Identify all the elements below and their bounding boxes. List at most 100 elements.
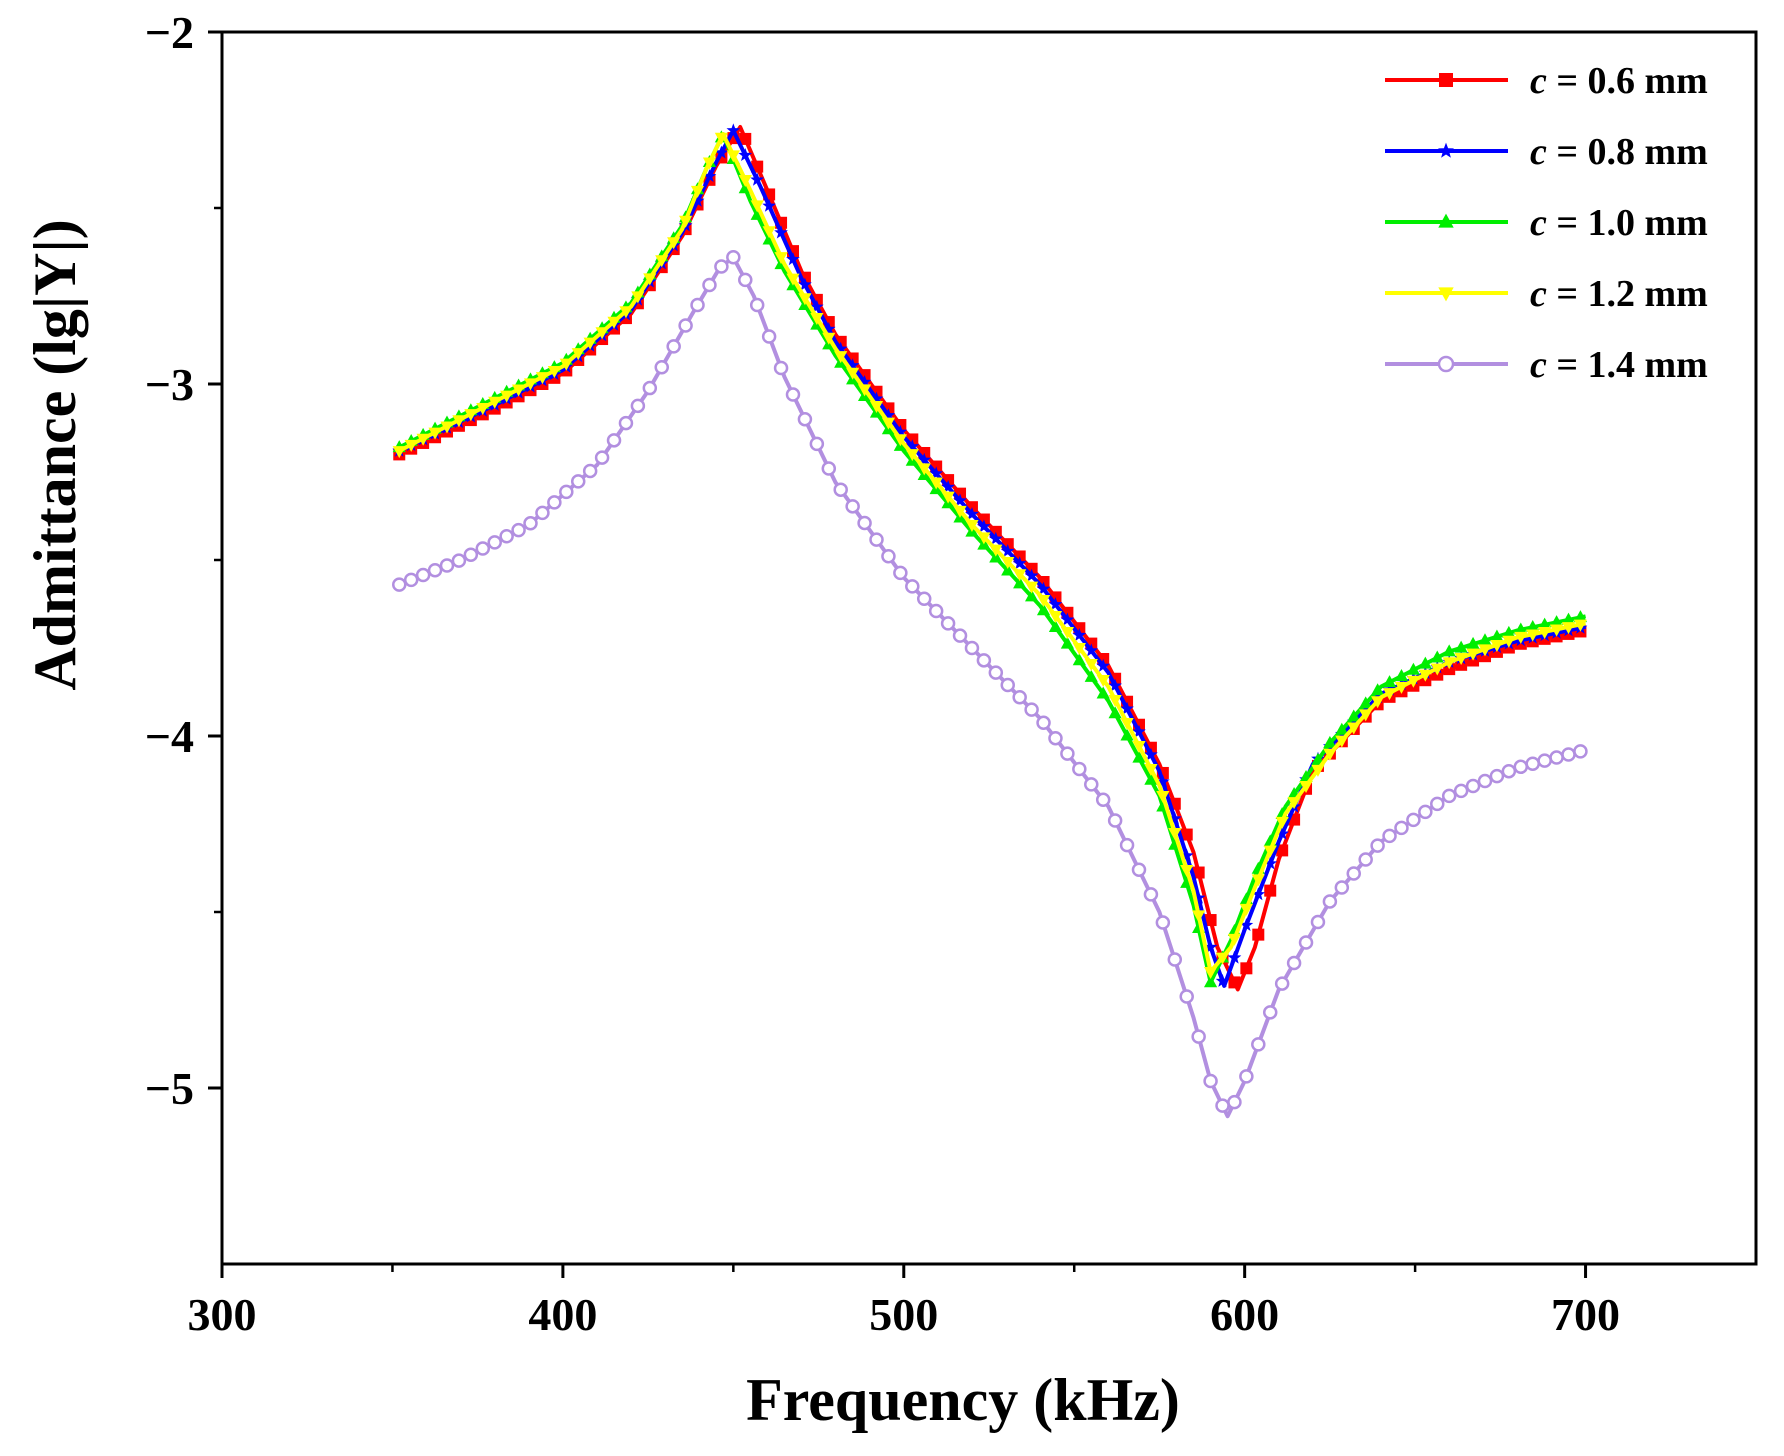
data-point — [1179, 848, 1194, 862]
data-point — [1538, 617, 1552, 630]
data-point — [1275, 816, 1289, 829]
data-point — [1013, 576, 1027, 589]
data-point — [1204, 914, 1217, 927]
data-point — [439, 558, 455, 573]
data-point — [1441, 788, 1457, 804]
data-point — [631, 291, 645, 304]
data-point — [905, 439, 920, 453]
data-point — [917, 463, 931, 476]
data-point — [1072, 628, 1087, 642]
data-point — [511, 522, 526, 538]
data-point — [1430, 796, 1445, 812]
data-point — [1478, 644, 1492, 657]
data-point — [1144, 764, 1158, 777]
data-point — [1406, 662, 1421, 675]
data-point — [1072, 653, 1086, 666]
data-point — [451, 553, 467, 568]
x-tick-label: 700 — [1551, 1289, 1620, 1340]
data-point — [1119, 837, 1135, 853]
data-point — [786, 252, 800, 266]
data-point — [1060, 746, 1075, 761]
data-point — [1120, 718, 1134, 731]
data-point — [1155, 915, 1171, 930]
x-tick-label: 300 — [188, 1289, 257, 1340]
data-point — [1096, 658, 1110, 672]
data-point — [499, 528, 514, 544]
data-point — [1418, 656, 1432, 669]
data-point — [1012, 690, 1027, 705]
data-point — [1286, 955, 1302, 971]
series-5 — [392, 250, 1588, 1119]
data-point — [1525, 756, 1540, 771]
data-point — [1228, 976, 1241, 989]
series-3 — [392, 130, 1588, 988]
data-point — [1036, 603, 1051, 616]
data-point — [1025, 581, 1039, 594]
legend-label: c = 1.4 mm — [1530, 344, 1708, 386]
data-point — [1132, 750, 1146, 763]
data-point — [1466, 636, 1480, 649]
data-point — [1490, 640, 1504, 653]
legend-swatch-marker — [1437, 355, 1455, 373]
data-point — [988, 665, 1004, 680]
data-point — [1454, 640, 1468, 653]
data-point — [1048, 619, 1063, 632]
data-point — [726, 123, 741, 137]
data-point — [761, 329, 777, 344]
data-point — [1239, 1069, 1254, 1084]
data-point — [1060, 627, 1075, 640]
data-point — [1347, 709, 1361, 722]
data-point — [1108, 678, 1122, 692]
data-point — [726, 150, 740, 163]
series-1 — [393, 125, 1587, 992]
data-point — [1048, 610, 1063, 623]
data-point — [798, 293, 812, 306]
data-point — [905, 449, 919, 462]
data-point — [1215, 973, 1230, 987]
data-point — [1227, 933, 1242, 946]
data-point — [1334, 880, 1350, 895]
data-point — [976, 653, 992, 668]
data-point — [1262, 1005, 1278, 1020]
data-point — [1251, 874, 1265, 887]
data-point — [1537, 753, 1552, 768]
data-point — [1322, 894, 1338, 909]
data-point — [798, 277, 812, 291]
data-point — [1084, 669, 1098, 682]
data-point — [702, 277, 717, 293]
data-point — [547, 366, 561, 378]
data-point — [1346, 866, 1362, 881]
data-point — [1144, 747, 1158, 761]
data-point — [1251, 887, 1266, 901]
data-point — [1048, 730, 1063, 746]
data-point — [643, 273, 657, 286]
data-point — [1358, 852, 1373, 867]
data-point — [739, 132, 752, 145]
legend-item: c = 1.2 mm — [1385, 273, 1708, 315]
data-point — [404, 439, 418, 452]
data-point — [917, 452, 932, 466]
data-point — [1192, 910, 1206, 923]
legend-item: c = 0.6 mm — [1385, 60, 1708, 102]
data-point — [1132, 724, 1146, 738]
data-point — [714, 145, 729, 159]
data-point — [714, 132, 729, 145]
data-point — [1132, 741, 1146, 754]
data-point — [1501, 763, 1517, 779]
y-tick-label: −3 — [145, 359, 194, 410]
data-point — [1382, 675, 1397, 688]
data-point — [594, 450, 610, 465]
data-point — [1276, 844, 1289, 857]
data-point — [738, 272, 753, 288]
data-point — [1502, 635, 1516, 648]
data-point — [845, 358, 860, 372]
data-point — [1156, 774, 1170, 788]
data-point — [570, 474, 586, 489]
legend-item: c = 1.0 mm — [1385, 202, 1708, 244]
data-point — [1561, 612, 1576, 625]
data-point — [1549, 624, 1564, 637]
data-point — [583, 337, 597, 350]
data-point — [810, 299, 824, 313]
y-tick-label: −4 — [145, 711, 194, 762]
